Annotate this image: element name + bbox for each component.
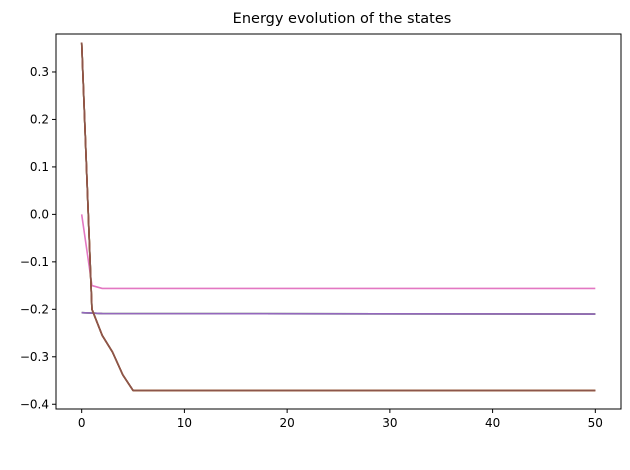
series-line-9: [80, 42, 596, 392]
plot-area-frame: [55, 33, 622, 410]
series-layer: [80, 42, 596, 392]
y-tick-label: −0.2: [20, 302, 49, 316]
y-tick-label: 0.0: [30, 207, 49, 221]
series-line-5: [81, 311, 596, 315]
series-line-6: [80, 42, 596, 392]
x-tick-label: 50: [588, 416, 603, 430]
x-tick-label: 10: [177, 416, 192, 430]
x-tick-label: 20: [279, 416, 294, 430]
series-line-10: [80, 42, 596, 392]
series-line-8: [80, 42, 596, 392]
ticks-layer: 0 10 20 30 40 50 −0.4 −0.3 −0.2 −0.1 0.0 0.1 0.2 0.3: [20, 65, 603, 430]
y-tick-label: −0.4: [20, 397, 49, 411]
series-line-7: [80, 42, 596, 392]
x-tick-label: 40: [485, 416, 500, 430]
y-tick-label: −0.3: [20, 350, 49, 364]
y-tick-label: 0.2: [30, 112, 49, 126]
series-line-1: [80, 214, 596, 290]
y-tick-label: 0.1: [30, 160, 49, 174]
y-tick-label: −0.1: [20, 255, 49, 269]
x-tick-label: 0: [78, 416, 86, 430]
x-tick-label: 30: [382, 416, 397, 430]
y-tick-label: 0.3: [30, 65, 49, 79]
chart-title: Energy evolution of the states: [233, 11, 452, 27]
